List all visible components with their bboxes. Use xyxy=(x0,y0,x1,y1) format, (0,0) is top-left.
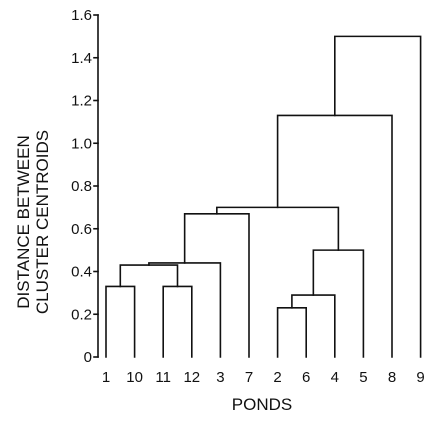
x-tick-label: 5 xyxy=(359,369,367,386)
dendrogram-link xyxy=(162,285,193,358)
x-tick-label: 9 xyxy=(416,369,424,386)
x-tick-label: 3 xyxy=(216,369,224,386)
y-axis-title-group: DISTANCE BETWEEN CLUSTER CENTROIDS xyxy=(14,130,52,314)
y-tick-label: 0.6 xyxy=(71,221,92,238)
dendrogram-link xyxy=(183,212,250,358)
dendrogram-link xyxy=(334,35,422,358)
dendrogram-link xyxy=(119,264,179,288)
x-tick-label: 8 xyxy=(388,369,396,386)
y-axis-title-line-2: CLUSTER CENTROIDS xyxy=(33,130,52,314)
y-tick-label: 1.4 xyxy=(71,50,92,67)
x-tick-label: 7 xyxy=(245,369,253,386)
y-tick-label: 1.2 xyxy=(71,93,92,110)
x-tick-label: 2 xyxy=(273,369,281,386)
x-tick-label: 10 xyxy=(126,369,143,386)
y-tick-label: 0.4 xyxy=(71,264,92,281)
axes: 0 0.2 0.4 0.6 0.8 1.0 1.2 1.4 1.6 1 10 11 12 3 7 2 6 4 5 8 9 xyxy=(71,7,424,386)
x-tick-label: 11 xyxy=(155,369,171,386)
x-tick-label: 1 xyxy=(102,369,110,386)
dendrogram-link xyxy=(148,262,222,358)
x-axis-title: PONDS xyxy=(232,395,292,414)
dendrogram-link xyxy=(291,294,336,358)
y-tick-label: 1.6 xyxy=(71,7,92,24)
dendrogram-link xyxy=(312,249,365,358)
y-axis-title-line-1: DISTANCE BETWEEN xyxy=(14,135,33,308)
y-tick-label: 0.8 xyxy=(71,178,92,195)
y-tick-label: 0 xyxy=(84,349,92,366)
y-tick-label: 0.2 xyxy=(71,306,92,323)
dendrogram-links xyxy=(105,35,422,358)
dendrogram-link xyxy=(276,307,307,358)
x-tick-label: 12 xyxy=(183,369,200,386)
x-tick-label: 4 xyxy=(331,369,339,386)
x-tick-label: 6 xyxy=(302,369,310,386)
dendrogram-link xyxy=(105,285,136,358)
y-tick-label: 1.0 xyxy=(71,135,92,152)
